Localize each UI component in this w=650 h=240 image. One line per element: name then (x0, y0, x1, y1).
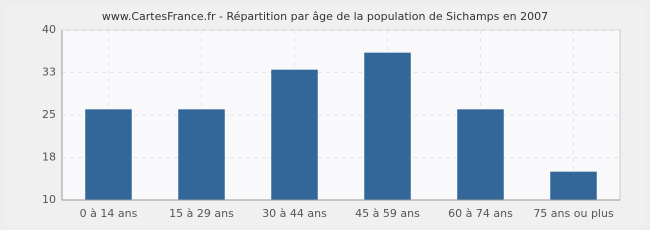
bar (364, 52, 411, 200)
bar (457, 109, 504, 200)
y-tick-label: 25 (42, 108, 56, 121)
chart: www.CartesFrance.fr - Répartition par âg… (0, 0, 650, 230)
y-tick-label: 40 (42, 23, 56, 36)
bar (85, 109, 132, 200)
x-tick-label: 30 à 44 ans (262, 207, 327, 220)
page: www.CartesFrance.fr - Répartition par âg… (0, 0, 650, 230)
chart-title: www.CartesFrance.fr - Répartition par âg… (102, 10, 548, 23)
y-tick-label: 18 (42, 151, 56, 164)
bar (550, 171, 597, 200)
x-tick-label: 75 ans ou plus (533, 207, 614, 220)
bar (271, 69, 318, 201)
bar (178, 109, 225, 200)
y-tick-label: 33 (42, 66, 56, 79)
x-tick-label: 60 à 74 ans (448, 207, 513, 220)
x-tick-label: 15 à 29 ans (169, 207, 234, 220)
x-tick-label: 0 à 14 ans (80, 207, 138, 220)
y-tick-label: 10 (42, 193, 56, 206)
x-tick-label: 45 à 59 ans (355, 207, 420, 220)
